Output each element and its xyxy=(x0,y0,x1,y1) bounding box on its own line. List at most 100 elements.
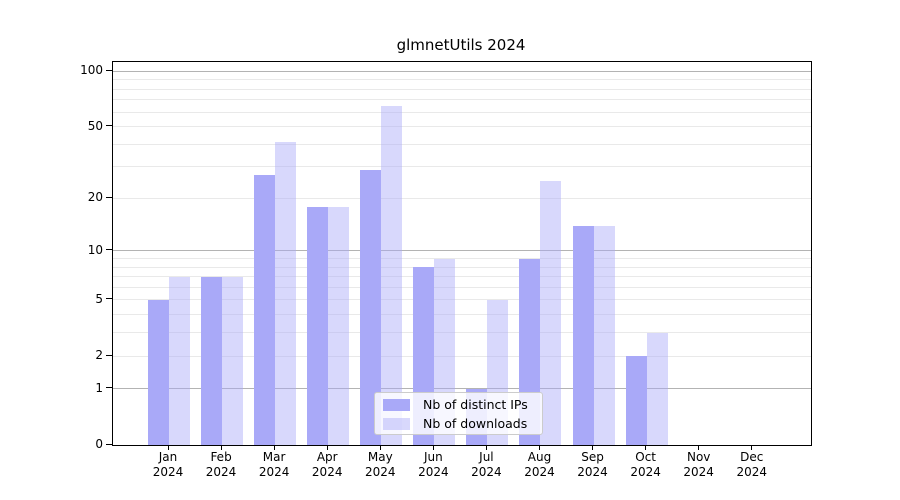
y-tick-label: 0 xyxy=(95,437,103,451)
x-tick-label: Sep 2024 xyxy=(565,450,621,480)
y-tick-label: 20 xyxy=(87,190,103,205)
x-tick xyxy=(538,445,540,450)
x-tick-month: Apr xyxy=(316,450,338,464)
x-tick xyxy=(326,445,328,450)
bar-may-s1 xyxy=(381,105,403,445)
legend-swatch-downloads xyxy=(383,417,410,430)
x-tick-year: 2024 xyxy=(683,465,714,479)
x-tick-label: Jan 2024 xyxy=(140,450,196,480)
x-tick xyxy=(167,445,169,450)
x-tick-year: 2024 xyxy=(364,465,396,479)
x-tick xyxy=(645,445,647,450)
x-tick-label: Oct 2024 xyxy=(618,450,674,480)
x-tick-month: Jan xyxy=(158,450,178,464)
x-tick xyxy=(698,445,700,450)
x-tick-month: Oct xyxy=(635,450,656,464)
x-tick-year: 2024 xyxy=(258,465,290,479)
y-tick xyxy=(106,249,112,251)
x-tick-month: Jun xyxy=(423,450,443,464)
x-tick-year: 2024 xyxy=(205,465,237,479)
legend-label-distinct-ips: Nb of distinct IPs xyxy=(423,397,528,412)
bar-mar-s1 xyxy=(275,142,297,445)
y-tick xyxy=(106,387,112,389)
gridline-minor xyxy=(113,258,811,259)
x-tick xyxy=(273,445,275,450)
bar-mar-s0 xyxy=(254,175,276,445)
x-tick xyxy=(485,445,487,450)
y-tick-label: 50 xyxy=(87,118,103,133)
x-tick-year: 2024 xyxy=(736,465,768,479)
x-tick-month: May xyxy=(367,450,393,464)
plot-area: Nb of distinct IPs Nb of downloads xyxy=(112,61,812,446)
x-tick-month: Jul xyxy=(479,450,494,464)
bar-sep-s0 xyxy=(572,225,594,445)
y-tick-label: 5 xyxy=(95,291,103,306)
x-tick-year: 2024 xyxy=(630,465,661,479)
y-tick-label: 100 xyxy=(80,63,103,78)
x-tick-label: Nov 2024 xyxy=(671,450,727,480)
x-tick-label: Dec 2024 xyxy=(724,450,780,480)
gridline-minor xyxy=(113,314,811,316)
x-tick-label: Feb 2024 xyxy=(193,450,249,480)
y-tick xyxy=(106,354,112,356)
x-tick-month: Sep xyxy=(581,450,604,464)
gridline-minor xyxy=(113,166,811,168)
x-tick-month: Dec xyxy=(740,450,764,464)
bar-apr-s0 xyxy=(307,206,329,445)
x-tick-month: Feb xyxy=(210,450,232,464)
gridline-minor xyxy=(113,79,811,81)
x-tick xyxy=(220,445,222,450)
x-tick xyxy=(379,445,381,450)
bar-apr-s1 xyxy=(328,206,350,445)
x-tick-month: Mar xyxy=(262,450,286,464)
x-tick-year: 2024 xyxy=(311,465,343,479)
legend: Nb of distinct IPs Nb of downloads xyxy=(374,392,543,435)
x-tick xyxy=(432,445,434,450)
gridline-minor xyxy=(113,276,811,278)
gridline-minor xyxy=(113,266,811,268)
x-tick-label: Mar 2024 xyxy=(246,450,302,480)
x-tick-year: 2024 xyxy=(418,465,449,479)
gridline-major xyxy=(113,250,811,252)
gridline-minor xyxy=(113,126,811,128)
x-tick-label: Jul 2024 xyxy=(458,450,514,480)
gridline-minor xyxy=(113,143,811,145)
gridline-minor xyxy=(113,332,811,334)
y-tick xyxy=(106,298,112,300)
gridline-major xyxy=(113,70,811,72)
x-tick xyxy=(751,445,753,450)
gridline-minor xyxy=(113,355,811,357)
gridline-major xyxy=(113,388,811,390)
y-tick xyxy=(106,443,112,445)
x-tick-label: Jun 2024 xyxy=(405,450,461,480)
bar-aug-s1 xyxy=(540,181,562,445)
y-tick-label: 2 xyxy=(95,348,103,363)
y-tick-label: 10 xyxy=(87,242,103,257)
y-tick xyxy=(106,196,112,198)
bar-jan-s0 xyxy=(148,299,169,445)
bar-oct-s0 xyxy=(625,356,647,445)
bar-jan-s1 xyxy=(169,276,190,445)
x-tick-year: 2024 xyxy=(152,465,184,479)
legend-entry-downloads: Nb of downloads xyxy=(383,414,534,433)
gridline-minor xyxy=(113,99,811,101)
x-tick-year: 2024 xyxy=(471,465,502,479)
chart-title: glmnetUtils 2024 xyxy=(396,36,526,54)
x-tick xyxy=(592,445,594,450)
legend-label-downloads: Nb of downloads xyxy=(423,416,528,431)
bar-feb-s1 xyxy=(222,276,244,445)
x-tick-month: Nov xyxy=(686,450,711,464)
gridline-minor xyxy=(113,111,811,113)
bar-sep-s1 xyxy=(593,225,615,445)
bar-oct-s1 xyxy=(646,332,668,445)
gridline-minor xyxy=(113,88,811,90)
x-tick-label: Apr 2024 xyxy=(299,450,355,480)
bar-may-s0 xyxy=(360,169,382,445)
x-tick-year: 2024 xyxy=(524,465,555,479)
x-tick-label: Aug 2024 xyxy=(511,450,567,480)
legend-swatch-distinct-ips xyxy=(383,398,410,411)
gridline-minor xyxy=(113,286,811,288)
y-tick xyxy=(106,69,112,71)
gridline-minor xyxy=(113,197,811,199)
